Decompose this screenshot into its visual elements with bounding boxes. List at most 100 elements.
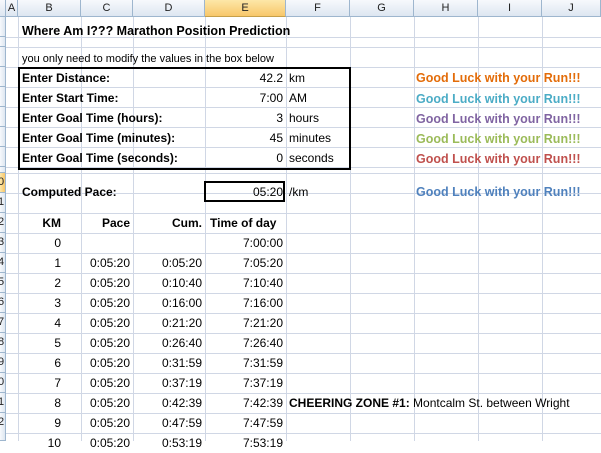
start-time-value-cell[interactable]: 7:00 — [259, 91, 283, 105]
cumulative-cell[interactable]: 0:16:00 — [161, 296, 202, 310]
cumulative-cell[interactable]: 0:53:19 — [161, 436, 202, 450]
km-cell[interactable]: 6 — [54, 356, 61, 370]
row-header[interactable] — [0, 37, 6, 47]
row-header[interactable]: 1 — [0, 393, 6, 413]
pace-cell[interactable]: 0:05:20 — [89, 356, 130, 370]
km-cell[interactable]: 8 — [54, 396, 61, 410]
column-header-i[interactable]: I — [478, 0, 542, 17]
table-header-time-of-day[interactable]: Time of day — [210, 216, 277, 230]
cumulative-cell[interactable]: 0:05:20 — [161, 256, 202, 270]
goal-minutes-label[interactable]: Enter Goal Time (minutes): — [22, 131, 176, 145]
row-header[interactable]: 2 — [0, 413, 6, 441]
goal-minutes-value-cell[interactable]: 45 — [269, 131, 283, 145]
km-cell[interactable]: 4 — [54, 316, 61, 330]
time-of-day-cell[interactable]: 7:10:40 — [242, 276, 283, 290]
column-header-e[interactable]: E — [205, 0, 286, 17]
column-header-j[interactable]: J — [542, 0, 601, 17]
instruction-text[interactable]: you only need to modify the values in th… — [22, 53, 274, 65]
time-of-day-cell[interactable]: 7:16:00 — [242, 296, 283, 310]
row-header[interactable] — [0, 127, 6, 147]
time-of-day-cell[interactable]: 7:00:00 — [242, 236, 283, 250]
pace-cell[interactable]: 0:05:20 — [89, 256, 130, 270]
sheet-title[interactable]: Where Am I??? Marathon Position Predicti… — [22, 24, 291, 38]
cumulative-cell[interactable]: 0:26:40 — [161, 336, 202, 350]
good-luck-message[interactable]: Good Luck with your Run!!! — [416, 185, 581, 199]
goal-seconds-label[interactable]: Enter Goal Time (seconds): — [22, 151, 178, 165]
corner-select-all[interactable] — [0, 0, 6, 17]
cumulative-cell[interactable]: 0:10:40 — [161, 276, 202, 290]
cumulative-cell[interactable]: 0:31:59 — [161, 356, 202, 370]
row-header[interactable] — [0, 167, 6, 173]
pace-cell[interactable]: 0:05:20 — [89, 296, 130, 310]
time-of-day-cell[interactable]: 7:31:59 — [242, 356, 283, 370]
pace-cell[interactable]: 0:05:20 — [89, 336, 130, 350]
km-cell[interactable]: 5 — [54, 336, 61, 350]
row-header[interactable]: 2 — [0, 213, 6, 233]
row-header[interactable]: 1 — [0, 193, 6, 213]
column-header-c[interactable]: C — [81, 0, 133, 17]
row-header[interactable]: 9 — [0, 353, 6, 373]
time-of-day-cell[interactable]: 7:42:39 — [242, 396, 283, 410]
time-of-day-cell[interactable]: 7:47:59 — [242, 416, 283, 430]
row-header[interactable] — [0, 147, 6, 167]
cumulative-cell[interactable]: 0:47:59 — [161, 416, 202, 430]
good-luck-message[interactable]: Good Luck with your Run!!! — [416, 152, 581, 166]
row-header[interactable] — [0, 67, 6, 87]
km-cell[interactable]: 7 — [54, 376, 61, 390]
distance-label[interactable]: Enter Distance: — [22, 71, 111, 85]
pace-cell[interactable]: 0:05:20 — [89, 376, 130, 390]
km-cell[interactable]: 2 — [54, 276, 61, 290]
table-header-km[interactable]: KM — [42, 216, 61, 230]
row-header[interactable]: 8 — [0, 333, 6, 353]
cumulative-cell[interactable]: 0:37:19 — [161, 376, 202, 390]
column-header-h[interactable]: H — [414, 0, 478, 17]
km-cell[interactable]: 3 — [54, 296, 61, 310]
cumulative-cell[interactable]: 0:21:20 — [161, 316, 202, 330]
row-header[interactable]: 7 — [0, 313, 6, 333]
cheering-zone-cell[interactable]: CHEERING ZONE #1: Montcalm St. between W… — [289, 394, 570, 413]
row-header[interactable] — [0, 107, 6, 127]
goal-hours-unit[interactable]: hours — [289, 111, 320, 125]
row-header[interactable]: 4 — [0, 253, 6, 273]
distance-unit[interactable]: km — [289, 71, 305, 85]
row-header[interactable] — [0, 17, 6, 37]
row-header[interactable]: 5 — [0, 273, 6, 293]
km-cell[interactable]: 0 — [54, 236, 61, 250]
goal-seconds-unit[interactable]: seconds — [289, 151, 334, 165]
row-header[interactable]: 3 — [0, 233, 6, 253]
goal-hours-value-cell[interactable]: 3 — [276, 111, 283, 125]
pace-cell[interactable]: 0:05:20 — [89, 436, 130, 450]
pace-cell[interactable]: 0:05:20 — [89, 276, 130, 290]
goal-hours-label[interactable]: Enter Goal Time (hours): — [22, 111, 163, 125]
computed-pace-unit[interactable]: /km — [289, 185, 309, 199]
row-header[interactable] — [0, 87, 6, 107]
time-of-day-cell[interactable]: 7:05:20 — [242, 256, 283, 270]
row-header[interactable]: 6 — [0, 293, 6, 313]
time-of-day-cell[interactable]: 7:26:40 — [242, 336, 283, 350]
table-header-cum[interactable]: Cum. — [172, 216, 202, 230]
table-header-pace[interactable]: Pace — [101, 216, 130, 230]
good-luck-message[interactable]: Good Luck with your Run!!! — [416, 132, 581, 146]
good-luck-message[interactable]: Good Luck with your Run!!! — [416, 71, 581, 85]
distance-value-cell[interactable]: 42.2 — [259, 71, 283, 85]
goal-seconds-value-cell[interactable]: 0 — [276, 151, 283, 165]
start-time-unit[interactable]: AM — [289, 91, 307, 105]
row-header[interactable]: 0 — [0, 173, 6, 193]
column-header-g[interactable]: G — [350, 0, 414, 17]
start-time-label[interactable]: Enter Start Time: — [22, 91, 119, 105]
column-header-b[interactable]: B — [18, 0, 81, 17]
row-header[interactable] — [0, 47, 6, 67]
km-cell[interactable]: 9 — [54, 416, 61, 430]
km-cell[interactable]: 10 — [47, 436, 61, 450]
computed-pace-value-cell[interactable]: 05:20 — [252, 185, 283, 199]
computed-pace-label[interactable]: Computed Pace: — [22, 185, 117, 199]
good-luck-message[interactable]: Good Luck with your Run!!! — [416, 92, 581, 106]
good-luck-message[interactable]: Good Luck with your Run!!! — [416, 112, 581, 126]
column-header-f[interactable]: F — [286, 0, 350, 17]
column-header-d[interactable]: D — [133, 0, 205, 17]
pace-cell[interactable]: 0:05:20 — [89, 316, 130, 330]
goal-minutes-unit[interactable]: minutes — [289, 131, 332, 145]
km-cell[interactable]: 1 — [54, 256, 61, 270]
column-header-a[interactable]: A — [6, 0, 18, 17]
pace-cell[interactable]: 0:05:20 — [89, 416, 130, 430]
